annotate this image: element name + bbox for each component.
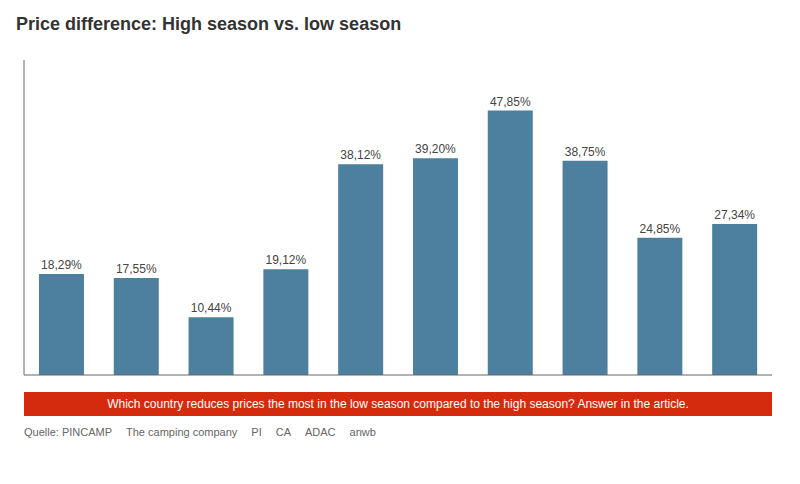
html-text:Which country reduces prices t: Which country reduces prices the most in… <box>107 397 689 411</box>
html-text:PI: PI <box>251 426 262 438</box>
svg-text:10,44%: 10,44% <box>191 301 232 315</box>
html-text:The camping company: The camping company <box>126 426 238 438</box>
svg-text:38,12%: 38,12% <box>340 148 381 162</box>
svg-text:27,34%: 27,34% <box>714 208 755 222</box>
svg-text:39,20%: 39,20% <box>415 142 456 156</box>
html-text:CA: CA <box>275 426 291 438</box>
svg-text:17,55%: 17,55% <box>116 262 157 276</box>
svg-text:38,75%: 38,75% <box>565 145 606 159</box>
svg-text:47,85%: 47,85% <box>490 95 531 109</box>
svg-text:18,29%: 18,29% <box>41 258 82 272</box>
html-text:Quelle: PINCAMP: Quelle: PINCAMP <box>24 426 112 438</box>
svg-text:24,85%: 24,85% <box>640 222 681 236</box>
html-text:anwb: anwb <box>349 426 376 438</box>
html-text:Price difference: High season: Price difference: High season vs. low se… <box>16 14 402 34</box>
svg-text:19,12%: 19,12% <box>266 253 307 267</box>
html-text:ADAC: ADAC <box>305 426 336 438</box>
